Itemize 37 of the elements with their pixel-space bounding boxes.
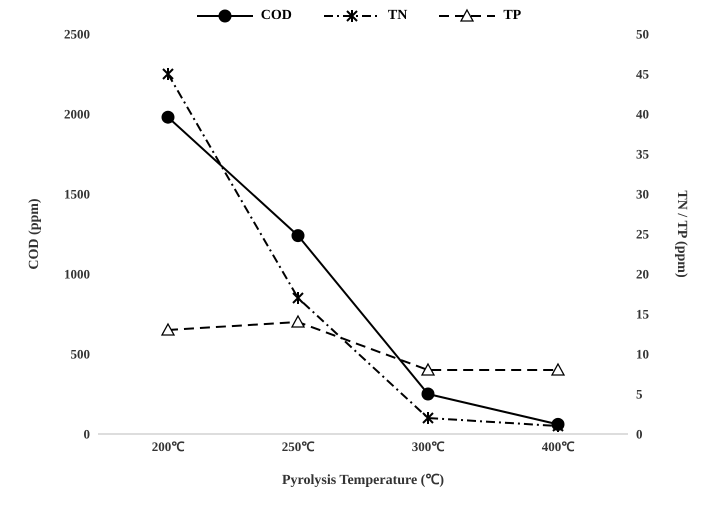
x-tick-label: 400℃ bbox=[542, 439, 574, 454]
y-tick-label: 0 bbox=[84, 426, 90, 442]
point bbox=[551, 363, 565, 376]
y2-tick-label: 35 bbox=[636, 146, 650, 162]
x-tick-label: 200℃ bbox=[152, 439, 184, 454]
y-tick-label: 1500 bbox=[64, 186, 90, 202]
point bbox=[422, 411, 434, 425]
legend-label: COD bbox=[260, 8, 292, 24]
point bbox=[421, 363, 435, 376]
y-tick-label: 2500 bbox=[64, 26, 90, 42]
y-axis-title: COD (ppm) bbox=[26, 198, 42, 270]
y2-tick-label: 45 bbox=[636, 66, 650, 82]
point bbox=[292, 229, 304, 242]
x-tick-label: 250℃ bbox=[282, 439, 314, 454]
legend-label: TP bbox=[503, 8, 522, 24]
y2-tick-label: 25 bbox=[636, 226, 650, 242]
x-tick-label: 300℃ bbox=[412, 439, 444, 454]
point bbox=[161, 323, 175, 336]
legend-label: TN bbox=[388, 8, 408, 24]
point bbox=[162, 110, 174, 124]
y-tick-label: 1000 bbox=[64, 266, 90, 282]
y2-tick-label: 5 bbox=[636, 386, 643, 402]
y2-tick-label: 15 bbox=[636, 306, 650, 322]
y2-tick-label: 10 bbox=[636, 346, 649, 362]
x-axis-title: Pyrolysis Temperature (℃) bbox=[282, 473, 444, 488]
y2-tick-label: 50 bbox=[636, 26, 649, 42]
y2-tick-label: 0 bbox=[636, 426, 642, 442]
y2-tick-label: 20 bbox=[636, 266, 649, 282]
point bbox=[422, 388, 434, 400]
point bbox=[162, 67, 174, 81]
y-tick-label: 2000 bbox=[64, 106, 90, 122]
point bbox=[292, 291, 304, 305]
y-tick-label: 500 bbox=[70, 346, 90, 362]
y2-tick-label: 30 bbox=[636, 186, 649, 202]
point bbox=[291, 315, 305, 328]
y2-tick-label: 40 bbox=[636, 106, 649, 122]
y2-axis-title: TN / TP (ppm) bbox=[674, 190, 690, 278]
